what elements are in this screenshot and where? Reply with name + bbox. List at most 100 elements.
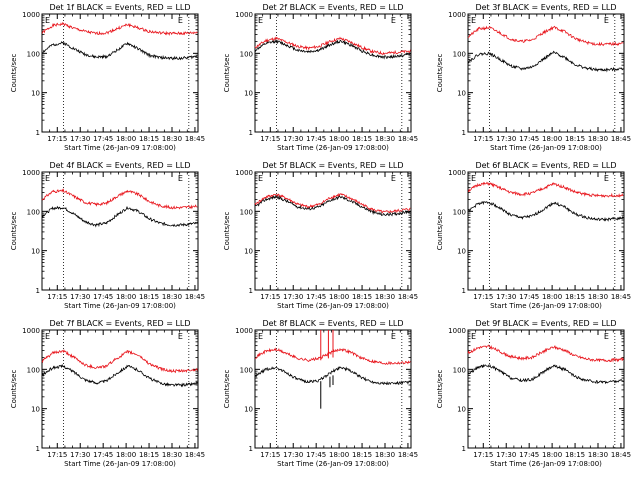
lld-series-line (41, 21, 198, 36)
x-tick-label: 17:45 (306, 451, 326, 459)
x-tick-label: 18:30 (588, 293, 608, 301)
y-tick-label: 1 (36, 445, 40, 453)
x-tick-label: 18:15 (139, 293, 159, 301)
y-tick-label: 100 (27, 208, 40, 216)
x-tick-label: 18:45 (185, 293, 205, 301)
x-tick-label: 18:00 (116, 293, 136, 301)
x-axis-label: Start Time (26-Jan-09 17:08:00) (490, 144, 602, 152)
events-series-line (41, 363, 198, 388)
x-axis-label: Start Time (26-Jan-09 17:08:00) (64, 302, 176, 310)
y-axis-label: Counts/sec (436, 54, 444, 93)
x-axis-label: Start Time (26-Jan-09 17:08:00) (277, 144, 389, 152)
x-tick-label: 17:30 (283, 451, 303, 459)
y-tick-label: 1000 (22, 327, 40, 335)
chart-title: Det 5f BLACK = Events, RED = LLD (262, 161, 403, 170)
chart-title: Det 9f BLACK = Events, RED = LLD (475, 319, 616, 328)
x-tick-label: 18:00 (329, 293, 349, 301)
y-tick-label: 10 (457, 248, 466, 256)
y-tick-label: 10 (244, 248, 253, 256)
x-tick-label: 18:45 (398, 135, 418, 143)
y-axis-label: Counts/sec (223, 54, 231, 93)
y-tick-label: 100 (27, 366, 40, 374)
y-axis-label: Counts/sec (223, 212, 231, 251)
x-tick-label: 17:15 (260, 135, 280, 143)
x-tick-label: 17:15 (47, 135, 67, 143)
x-tick-label: 17:15 (473, 135, 493, 143)
x-tick-label: 18:45 (611, 293, 631, 301)
x-tick-label: 17:45 (306, 135, 326, 143)
chart-panel: Det 9f BLACK = Events, RED = LLD 1 10 100 10… (436, 319, 631, 468)
x-tick-label: 18:00 (329, 135, 349, 143)
y-axis-label: Counts/sec (436, 212, 444, 251)
event-marker-label: E (391, 16, 396, 25)
y-tick-label: 100 (453, 366, 466, 374)
x-tick-label: 18:30 (588, 135, 608, 143)
plot-frame (41, 13, 199, 133)
x-tick-label: 18:00 (542, 451, 562, 459)
x-tick-label: 17:30 (283, 135, 303, 143)
chart-panel: Det 8f BLACK = Events, RED = LLD 1 10 100 10… (223, 319, 418, 468)
x-axis-label: Start Time (26-Jan-09 17:08:00) (490, 460, 602, 468)
x-tick-label: 17:30 (283, 293, 303, 301)
events-series-line (254, 194, 411, 217)
chart-panel: Det 4f BLACK = Events, RED = LLD 1 10 100 10… (10, 161, 205, 310)
x-tick-label: 18:15 (352, 135, 372, 143)
x-tick-label: 17:45 (519, 293, 539, 301)
y-tick-label: 1 (249, 129, 253, 137)
x-tick-label: 18:15 (139, 451, 159, 459)
x-tick-label: 18:00 (116, 135, 136, 143)
x-tick-label: 18:15 (565, 451, 585, 459)
x-tick-label: 18:00 (542, 135, 562, 143)
event-marker-label: E (178, 332, 183, 341)
event-marker-label: E (391, 174, 396, 183)
x-axis-label: Start Time (26-Jan-09 17:08:00) (277, 460, 389, 468)
y-tick-label: 100 (240, 208, 253, 216)
y-tick-label: 1000 (22, 169, 40, 177)
x-tick-label: 18:30 (375, 451, 395, 459)
event-marker-label: E (471, 332, 476, 341)
events-series-line (467, 200, 624, 222)
x-tick-label: 18:00 (116, 451, 136, 459)
x-tick-label: 18:15 (352, 293, 372, 301)
x-tick-label: 17:30 (496, 293, 516, 301)
y-tick-label: 100 (240, 366, 253, 374)
lld-series-line (254, 36, 411, 56)
x-tick-label: 17:15 (47, 451, 67, 459)
x-tick-label: 18:00 (542, 293, 562, 301)
y-tick-label: 100 (27, 50, 40, 58)
y-tick-label: 10 (244, 90, 253, 98)
lld-series-line (467, 344, 624, 363)
chart-title: Det 3f BLACK = Events, RED = LLD (475, 3, 616, 12)
events-series-line (254, 366, 411, 386)
y-axis-label: Counts/sec (10, 212, 18, 251)
y-tick-label: 100 (240, 50, 253, 58)
lld-series-line (41, 188, 198, 210)
plot-frame (467, 171, 625, 291)
y-tick-label: 1000 (448, 327, 466, 335)
y-tick-label: 1 (462, 129, 466, 137)
event-marker-label: E (471, 16, 476, 25)
y-tick-label: 1 (249, 445, 253, 453)
y-axis-label: Counts/sec (436, 370, 444, 409)
y-tick-label: 1000 (235, 327, 253, 335)
x-tick-label: 17:30 (70, 135, 90, 143)
y-tick-label: 10 (457, 90, 466, 98)
x-tick-label: 17:30 (70, 293, 90, 301)
lld-series-line (41, 349, 198, 374)
chart-title: Det 1f BLACK = Events, RED = LLD (49, 3, 190, 12)
events-series-line (254, 39, 411, 60)
x-tick-label: 17:30 (496, 451, 516, 459)
y-tick-label: 1000 (22, 11, 40, 19)
x-tick-label: 18:45 (398, 451, 418, 459)
y-tick-label: 1 (36, 129, 40, 137)
lld-series-line (254, 192, 411, 214)
x-tick-label: 17:45 (93, 293, 113, 301)
event-marker-label: E (178, 174, 183, 183)
event-marker-label: E (45, 174, 50, 183)
event-marker-label: E (258, 16, 263, 25)
y-tick-label: 10 (31, 90, 40, 98)
y-tick-label: 100 (453, 208, 466, 216)
chart-title: Det 2f BLACK = Events, RED = LLD (262, 3, 403, 12)
events-series-line (467, 50, 624, 73)
events-series-line (467, 363, 624, 385)
